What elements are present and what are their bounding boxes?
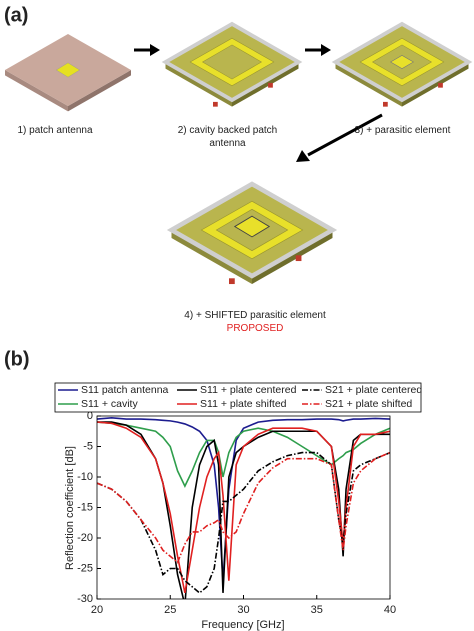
x-tick-label: 20: [91, 604, 103, 616]
legend: S11 patch antenna S11 + cavity S11 + plate…: [54, 382, 422, 413]
x-tick-label: 35: [311, 604, 323, 616]
y-tick-label: -30: [77, 593, 93, 605]
series-line: [97, 451, 390, 564]
y-tick-label: -20: [77, 532, 93, 544]
legend-label: S11 + plate centered: [200, 384, 297, 396]
panel-label: (a): [4, 4, 28, 26]
caption: 4) + SHIFTED parasitic element: [184, 310, 326, 321]
series-line: [97, 421, 390, 488]
y-tick-label: 0: [87, 410, 93, 422]
plot-area: [97, 417, 390, 599]
legend-label: S11 + plate shifted: [200, 398, 287, 410]
render-parasitic: [333, 22, 471, 109]
legend-label: S21 + plate shifted: [325, 398, 412, 410]
y-tick-label: -25: [77, 562, 93, 574]
proposed-label: PROPOSED: [226, 323, 284, 334]
render-patch: [4, 34, 131, 112]
y-tick-label: -10: [77, 471, 93, 483]
caption: 2) cavity backed patch antenna: [177, 125, 278, 149]
caption: 1) patch antenna: [17, 125, 93, 136]
panel-label: (b): [4, 348, 30, 370]
series-line: [97, 421, 390, 594]
x-tick-label: 30: [237, 604, 249, 616]
x-axis-label: Frequency [GHz]: [201, 619, 284, 631]
legend-box: [54, 382, 422, 413]
y-tick-label: -15: [77, 501, 93, 513]
legend-label: S11 patch antenna: [81, 384, 169, 396]
arrows: [134, 44, 383, 162]
caption: 3) + parasitic element: [354, 125, 451, 136]
render-shifted: [172, 184, 333, 284]
legend-label: S11 + cavity: [81, 398, 138, 410]
x-tick-label: 40: [384, 604, 396, 616]
render-cavity: [163, 22, 301, 109]
legend-label: S21 + plate centered: [325, 384, 422, 396]
plot-frame: [96, 415, 391, 600]
y-tick-label: -5: [83, 440, 93, 452]
y-axis-label: Reflection coefficient [dB]: [64, 446, 76, 570]
x-tick-label: 25: [164, 604, 176, 616]
